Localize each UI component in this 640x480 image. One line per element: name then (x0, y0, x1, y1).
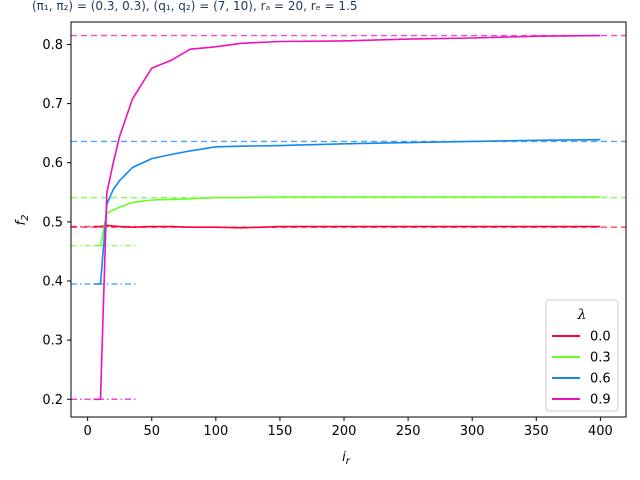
y-axis-label: f2 (14, 215, 31, 226)
legend-title: λ (577, 307, 587, 323)
x-tick-label-150: 150 (268, 424, 293, 439)
legend-label-0.0: 0.0 (590, 330, 611, 345)
legend-label-0.6: 0.6 (590, 372, 611, 387)
y-tick-label-0.7: 0.7 (42, 97, 63, 112)
series-line-0.9 (94, 34, 601, 401)
x-tick-label-250: 250 (396, 424, 421, 439)
series-line-0.0 (94, 224, 601, 229)
plot-area (71, 34, 626, 401)
legend-box (545, 299, 619, 412)
legend: λ 0.0 0.3 0.6 0.9 (545, 299, 619, 412)
x-axis-label: ir (342, 450, 351, 467)
x-tick-label-0: 0 (84, 424, 92, 439)
x-tick-label-100: 100 (203, 424, 228, 439)
y-tick-label-0.2: 0.2 (42, 393, 63, 408)
x-tick-label-200: 200 (332, 424, 357, 439)
x-tick-label-50: 50 (143, 424, 160, 439)
y-tick-label-0.5: 0.5 (42, 215, 63, 230)
legend-label-0.3: 0.3 (590, 351, 611, 366)
x-tick-label-350: 350 (524, 424, 549, 439)
series-line-0.6 (94, 138, 601, 285)
y-axis: 0.2 0.3 0.4 0.5 0.6 0.7 0.8 (42, 38, 71, 408)
plot-frame (70, 21, 627, 418)
x-tick-label-300: 300 (460, 424, 485, 439)
y-tick-label-0.6: 0.6 (42, 156, 63, 171)
y-tick-label-0.4: 0.4 (42, 274, 63, 289)
legend-label-0.9: 0.9 (590, 393, 611, 408)
chart-title: (π₁, π₂) = (0.3, 0.3), (q₁, q₂) = (7, 10… (32, 0, 358, 13)
y-tick-label-0.3: 0.3 (42, 334, 63, 349)
x-tick-label-400: 400 (588, 424, 613, 439)
y-tick-label-0.8: 0.8 (42, 38, 63, 53)
x-axis: 0 50 100 150 200 250 300 350 400 (84, 417, 613, 439)
legend-items: 0.0 0.3 0.6 0.9 (552, 330, 611, 408)
series-line-0.3 (94, 196, 601, 247)
